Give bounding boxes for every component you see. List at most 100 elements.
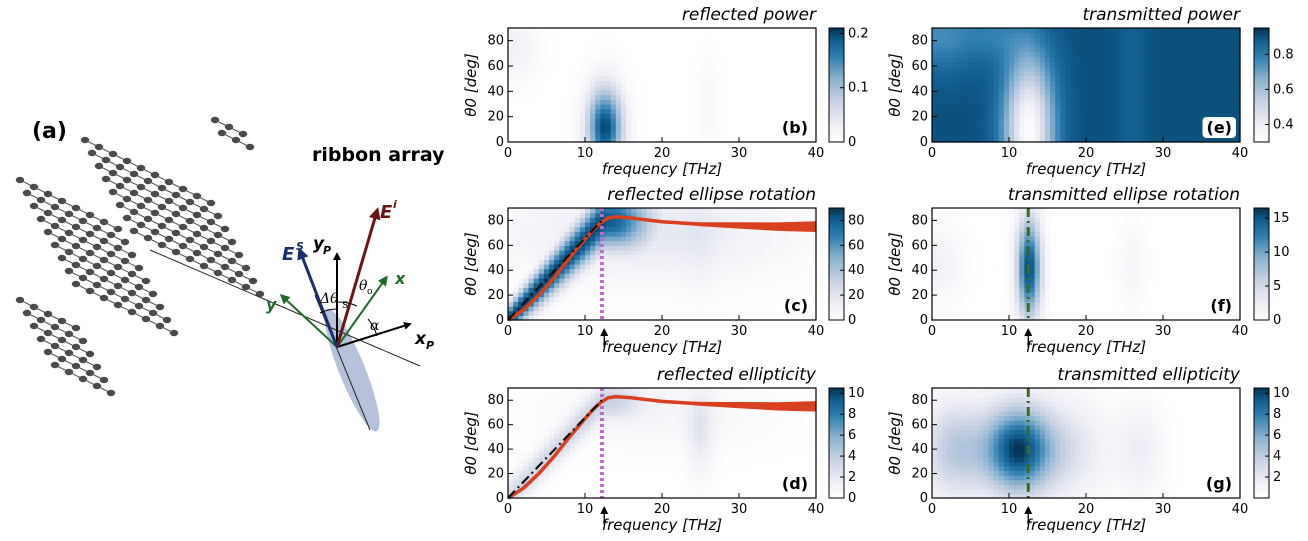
heatmap-cell [610, 240, 617, 246]
heatmap-cell [543, 245, 550, 251]
heatmap-cell [759, 70, 766, 77]
heatmap-cell [662, 292, 668, 298]
heatmap-cell [631, 123, 637, 129]
heatmap-cell [543, 292, 550, 298]
heatmap-cell [667, 470, 673, 476]
heatmap-cell [641, 461, 648, 467]
heatmap-cell [677, 212, 684, 218]
heatmap-cell [962, 66, 969, 72]
heatmap-cell [708, 217, 714, 223]
heatmap-cell [733, 28, 740, 34]
heatmap-cell [785, 259, 791, 265]
heatmap-cell [528, 273, 535, 279]
heatmap-cell [677, 273, 684, 279]
heatmap-cell [728, 118, 735, 124]
heatmap-cell [759, 296, 766, 302]
heatmap-cell [518, 410, 524, 417]
heatmap-cell [749, 240, 755, 246]
heatmap-cell [718, 250, 725, 256]
heatmap-cell [749, 475, 755, 481]
heatmap-cell [626, 420, 632, 426]
heatmap-cell [764, 268, 771, 274]
heatmap-cell [523, 254, 530, 260]
heatmap-cell [677, 28, 684, 34]
heatmap-cell [528, 85, 535, 91]
heatmap-cell [564, 80, 571, 86]
heatmap-cell [810, 37, 817, 43]
heatmap-cell [739, 465, 745, 472]
heatmap-cell [672, 99, 678, 105]
heatmap-cell [605, 415, 612, 421]
heatmap-cell [744, 236, 750, 242]
heatmap-cell [754, 80, 761, 86]
heatmap-cell [810, 264, 817, 270]
heatmap-cell [718, 264, 725, 270]
heatmap-cell [585, 123, 591, 129]
heatmap-cell [687, 32, 694, 39]
heatmap-cell [595, 292, 601, 298]
heatmap-cell [677, 259, 684, 265]
heatmap-cell [564, 452, 571, 458]
heatmap-cell [718, 94, 725, 100]
heatmap-cell [513, 406, 519, 412]
heatmap-cell [774, 310, 781, 316]
heatmap-cell [667, 99, 673, 105]
heatmap-cell [579, 452, 586, 458]
heatmap-cell [543, 452, 550, 458]
heatmap-cell [713, 226, 720, 232]
heatmap-cell [795, 287, 802, 293]
heatmap-cell [513, 99, 519, 105]
heatmap-cell [651, 113, 658, 119]
heatmap-cell [764, 415, 771, 421]
heatmap-cell [769, 306, 776, 312]
heatmap-cell [672, 456, 678, 462]
heatmap-cell [713, 32, 720, 39]
heatmap-cell [739, 123, 745, 129]
heatmap-cell [646, 212, 653, 218]
heatmap-cell [754, 315, 761, 321]
heatmap-cell [800, 89, 807, 96]
heatmap-cell [528, 397, 535, 403]
heatmap-cell [744, 28, 750, 34]
heatmap-cell [785, 438, 791, 444]
heatmap-cell [754, 37, 761, 43]
heatmap-cell [780, 56, 786, 62]
heatmap-cell [805, 259, 812, 265]
heatmap-cell [810, 493, 817, 499]
heatmap-cell [780, 264, 786, 270]
heatmap-cell [728, 32, 735, 39]
heatmap-cell [508, 51, 514, 58]
heatmap-cell [733, 108, 740, 115]
heatmap-cell [672, 118, 678, 124]
heatmap-cell [937, 66, 943, 72]
heatmap-cell [559, 250, 566, 256]
heatmap-cell [579, 292, 586, 298]
heatmap-cell [739, 70, 745, 77]
heatmap-cell [631, 420, 637, 426]
heatmap-cell [932, 47, 938, 53]
heatmap-cell [641, 273, 648, 279]
heatmap-cell [810, 268, 817, 274]
heatmap-cell [795, 415, 802, 421]
heatmap-cell [636, 461, 643, 467]
heatmap-cell [687, 415, 694, 421]
heatmap-cell [942, 75, 948, 81]
heatmap-cell [957, 94, 964, 100]
heatmap-cell [651, 420, 658, 426]
heatmap-cell [800, 108, 807, 115]
heatmap-cell [533, 456, 540, 462]
heatmap-cell [682, 250, 689, 256]
heatmap-cell [718, 301, 725, 307]
heatmap-cell [528, 488, 535, 495]
heatmap-cell [682, 99, 689, 105]
heatmap-cell [687, 70, 694, 77]
heatmap-cell [559, 488, 566, 495]
heatmap-cell [549, 94, 555, 100]
heatmap-cell [764, 306, 771, 312]
heatmap-cell [785, 392, 791, 398]
heatmap-cell [554, 132, 560, 138]
heatmap-cell [932, 108, 938, 115]
heatmap-cell [810, 420, 817, 426]
heatmap-cell [523, 108, 530, 115]
heatmap-cell [564, 70, 571, 77]
